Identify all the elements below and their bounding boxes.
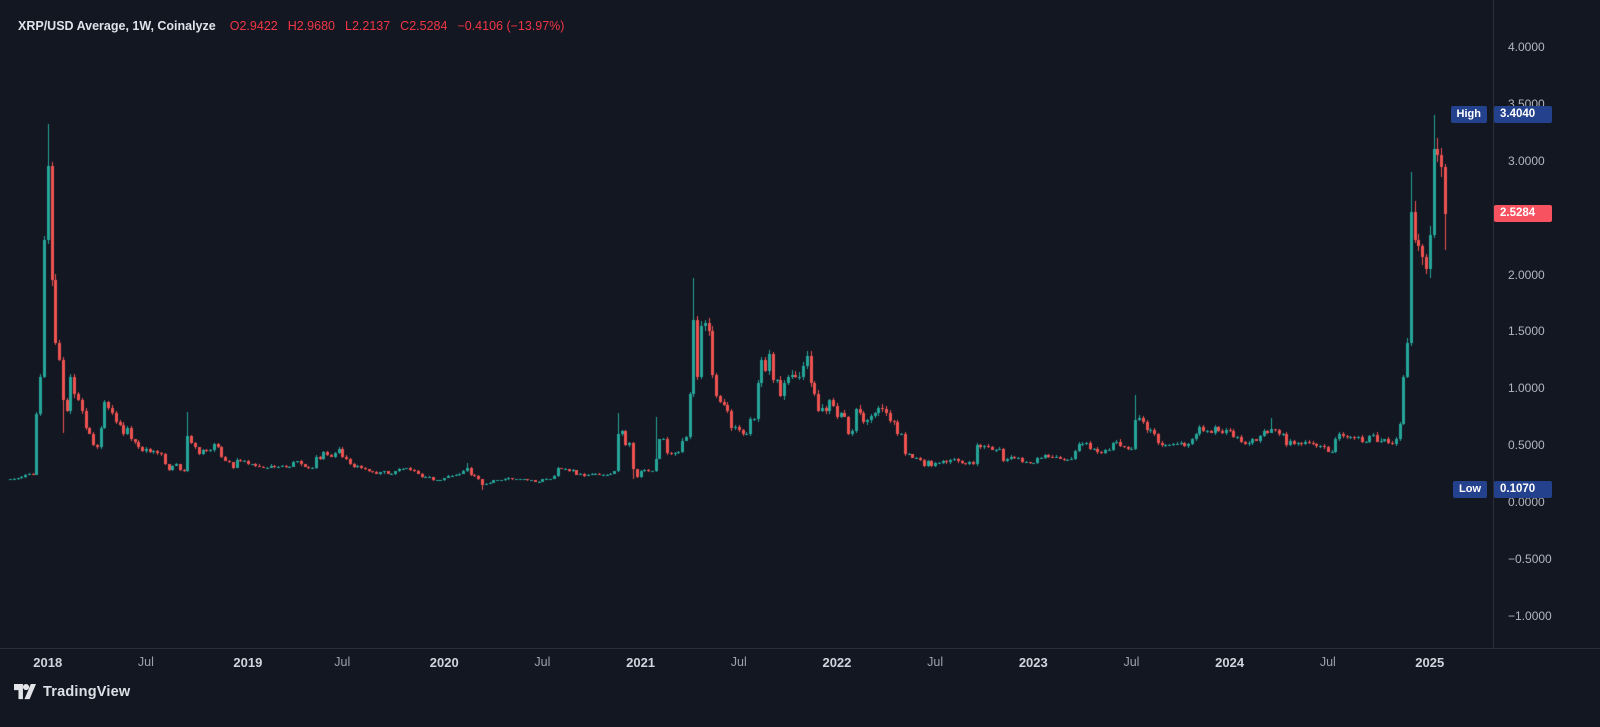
time-tick-label: 2018 xyxy=(33,655,63,670)
time-tick-label: 2020 xyxy=(429,655,459,670)
time-tick-label: 2023 xyxy=(1018,655,1048,670)
price-tick-label: 1.0000 xyxy=(1508,381,1545,396)
price-tick-label: 4.0000 xyxy=(1508,40,1545,54)
time-axis[interactable]: 2018 Jul 2019 Jul 2020 Jul 2021 Jul 2022 Jul 2023 J… xyxy=(0,648,1600,679)
time-tick-label: Jul xyxy=(334,655,351,669)
price-axis[interactable]: 4.0000 3.5000 3.0000 2.0000 1.5000 1.0000 0.50… xyxy=(1493,0,1600,648)
price-tick-label: 3.0000 xyxy=(1508,153,1545,168)
time-tick-label: Jul xyxy=(927,655,944,669)
tradingview-brand-text: TradingView xyxy=(43,683,131,700)
price-tick-label: −1.0000 xyxy=(1508,608,1552,623)
high-price-axis-badge: 3.4040 xyxy=(1494,105,1552,123)
time-tick-label: Jul xyxy=(1123,655,1140,669)
time-tick-label: 2021 xyxy=(626,655,656,670)
price-tick-label: 0.0000 xyxy=(1508,495,1545,509)
time-tick-label: 2019 xyxy=(233,655,263,670)
price-change: −0.4106 (−13.97%) xyxy=(457,19,565,33)
time-tick-label: 2024 xyxy=(1215,655,1245,670)
ohlc-high: H 2.9680 xyxy=(287,19,335,33)
time-tick-label: Jul xyxy=(730,655,747,669)
tradingview-logo-icon xyxy=(14,683,36,700)
price-tick-label: −0.5000 xyxy=(1508,551,1552,566)
symbol-title[interactable]: XRP/USD Average, 1W, Coinalyze xyxy=(18,19,216,33)
last-price-axis-badge: 2.5284 xyxy=(1494,205,1552,223)
ohlc-open: O 2.9422 xyxy=(229,19,278,33)
ohlc-low: L 2.2137 xyxy=(344,19,391,33)
time-tick-label: 2025 xyxy=(1415,655,1445,670)
time-tick-label: 2022 xyxy=(822,655,852,670)
price-tick-label: 2.0000 xyxy=(1508,267,1545,282)
low-price-chip: Low xyxy=(1453,480,1487,498)
time-tick-label: Jul xyxy=(1319,655,1336,669)
chart-legend: XRP/USD Average, 1W, Coinalyze O 2.9422 H… xyxy=(18,19,564,33)
candlestick-chart-canvas[interactable] xyxy=(0,0,1493,648)
ohlc-close: C 2.5284 xyxy=(400,19,448,33)
low-price-axis-badge: 0.1070 xyxy=(1494,480,1552,498)
price-tick-label: 0.5000 xyxy=(1508,438,1545,453)
time-tick-label: Jul xyxy=(137,655,154,669)
price-tick-label: 1.5000 xyxy=(1508,324,1545,339)
tradingview-attribution[interactable]: TradingView xyxy=(14,683,130,700)
high-price-chip: High xyxy=(1450,105,1487,123)
time-tick-label: Jul xyxy=(534,655,551,669)
